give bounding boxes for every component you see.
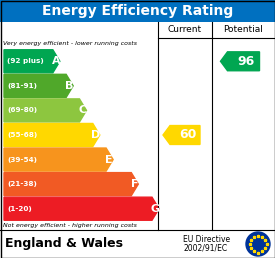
Polygon shape xyxy=(4,74,73,97)
Bar xyxy=(0,230,275,258)
Text: 96: 96 xyxy=(238,55,255,68)
Text: Not energy efficient - higher running costs: Not energy efficient - higher running co… xyxy=(3,223,137,229)
Text: 60: 60 xyxy=(179,128,197,141)
Text: (69-80): (69-80) xyxy=(7,107,37,114)
Polygon shape xyxy=(221,52,260,71)
Text: (1-20): (1-20) xyxy=(7,206,32,212)
Text: Current: Current xyxy=(168,26,202,35)
Text: (81-91): (81-91) xyxy=(7,83,37,89)
Polygon shape xyxy=(4,124,100,147)
Text: Very energy efficient - lower running costs: Very energy efficient - lower running co… xyxy=(3,41,137,45)
Text: E: E xyxy=(105,155,113,165)
Polygon shape xyxy=(163,126,200,144)
Text: (55-68): (55-68) xyxy=(7,132,37,138)
Circle shape xyxy=(246,232,270,256)
Text: G: G xyxy=(151,204,160,214)
Text: F: F xyxy=(131,179,138,189)
Text: EU Directive: EU Directive xyxy=(183,235,230,244)
Text: A: A xyxy=(52,56,60,66)
Text: (39-54): (39-54) xyxy=(7,157,37,163)
Text: D: D xyxy=(91,130,101,140)
Polygon shape xyxy=(4,50,60,73)
Polygon shape xyxy=(4,148,113,171)
Polygon shape xyxy=(4,197,159,220)
Text: B: B xyxy=(65,81,73,91)
Text: C: C xyxy=(79,106,87,115)
Text: (92 plus): (92 plus) xyxy=(7,58,44,64)
Polygon shape xyxy=(4,173,138,196)
Text: (21-38): (21-38) xyxy=(7,181,37,187)
Text: 2002/91/EC: 2002/91/EC xyxy=(183,244,227,253)
Bar xyxy=(0,0,275,22)
Text: England & Wales: England & Wales xyxy=(5,238,123,251)
Text: Energy Efficiency Rating: Energy Efficiency Rating xyxy=(42,4,233,18)
Polygon shape xyxy=(4,99,86,122)
Text: Potential: Potential xyxy=(224,26,263,35)
